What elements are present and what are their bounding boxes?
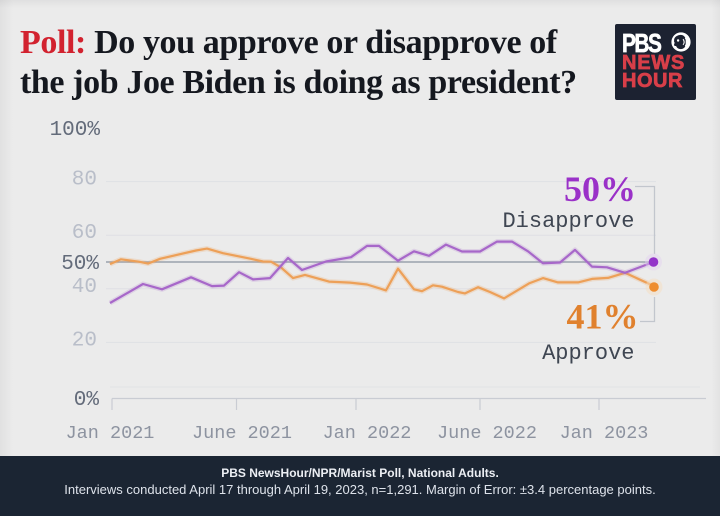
svg-text:Jan 2021: Jan 2021 (66, 423, 155, 444)
svg-text:Disapprove: Disapprove (502, 209, 634, 234)
svg-text:June 2022: June 2022 (437, 423, 537, 444)
svg-text:20: 20 (72, 330, 97, 353)
svg-text:50%: 50% (61, 253, 99, 276)
svg-text:80: 80 (72, 169, 97, 192)
svg-text:Approve: Approve (542, 341, 634, 366)
svg-text:June 2021: June 2021 (192, 423, 292, 444)
svg-text:50%: 50% (564, 169, 636, 209)
svg-text:100%: 100% (50, 119, 101, 142)
svg-text:41%: 41% (567, 297, 639, 337)
svg-text:60: 60 (72, 222, 97, 245)
svg-text:0%: 0% (74, 389, 100, 412)
svg-text:40: 40 (72, 276, 97, 299)
svg-text:Jan 2023: Jan 2023 (560, 423, 649, 444)
svg-text:Jan 2022: Jan 2022 (323, 423, 412, 444)
